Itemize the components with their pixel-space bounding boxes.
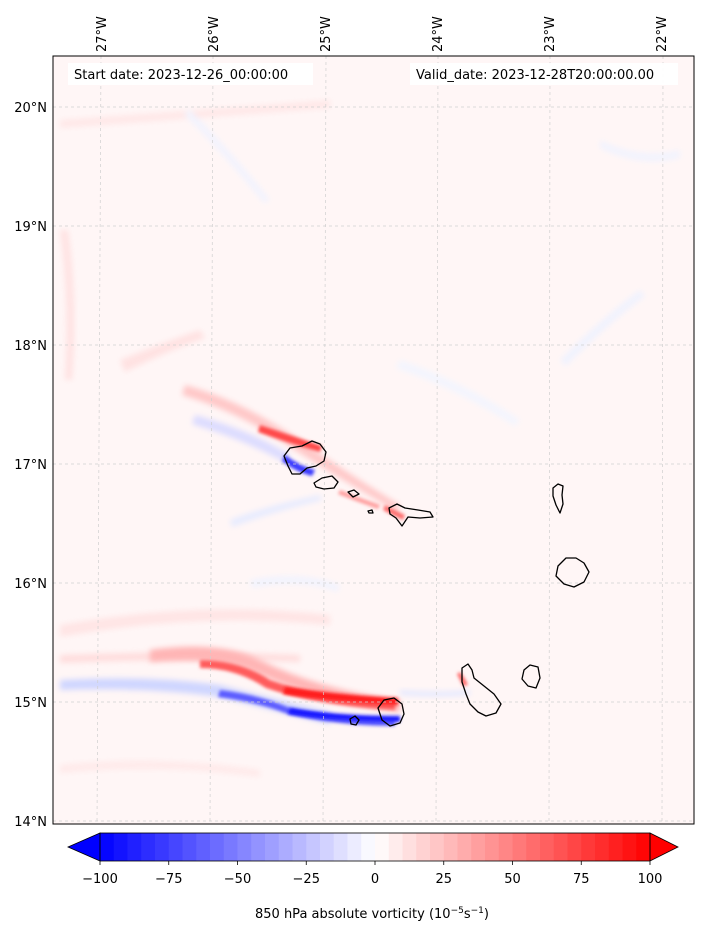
colorbar-segment <box>251 833 266 861</box>
map-frame <box>52 55 695 825</box>
colorbar-segment <box>553 833 569 861</box>
lat-label-20n: 20°N <box>14 101 47 116</box>
lon-label-22w: 22°W <box>655 16 670 52</box>
lon-label-23w: 23°W <box>543 16 558 52</box>
colorbar-axis-label: 850 hPa absolute vorticity (10−5s−1) <box>255 906 489 922</box>
colorbar-segment <box>595 833 610 861</box>
lat-label-17n: 17°N <box>14 458 47 473</box>
cb-tick-label: 50 <box>504 872 521 887</box>
cb-tick-label: 75 <box>573 872 590 887</box>
cb-tick-label: −100 <box>82 872 118 887</box>
colorbar-segment <box>333 833 349 861</box>
colorbar-segment <box>320 833 335 861</box>
colorbar-segment <box>636 833 651 861</box>
start-date-box <box>68 63 313 85</box>
island-fogo <box>377 697 405 727</box>
colorbar-ticks <box>99 861 651 865</box>
coastlines <box>283 440 590 727</box>
latitude-labels: 20°N 19°N 18°N 17°N 16°N 15°N 14°N <box>14 101 47 830</box>
cb-tick-label: −25 <box>293 872 320 887</box>
valid-date-box <box>410 63 678 85</box>
colorbar-segment <box>292 833 307 861</box>
colorbar-segment <box>223 833 239 861</box>
map-background <box>53 56 694 824</box>
map-panel <box>53 56 694 824</box>
colorbar-segment <box>388 833 404 861</box>
colorbar-segment <box>443 833 459 861</box>
island-maio <box>521 664 541 689</box>
island-santa-luzia <box>347 489 360 498</box>
cb-tick-label: 25 <box>435 872 452 887</box>
island-sal <box>552 483 564 514</box>
cb-tick-label: −75 <box>155 872 182 887</box>
colorbar-segment <box>196 833 211 861</box>
colorbar-segment <box>306 833 321 861</box>
colorbar-segment <box>581 833 596 861</box>
lon-label-27w: 27°W <box>95 16 110 52</box>
island-santiago <box>461 663 502 717</box>
lon-label-26w: 26°W <box>207 16 222 52</box>
colorbar: −100 −75 −50 −25 0 25 50 75 100 850 hPa … <box>67 832 679 922</box>
colorbar-segment <box>430 833 445 861</box>
lon-label-24w: 24°W <box>431 16 446 52</box>
colorbar-segment <box>141 833 156 861</box>
valid-date-text: Valid_date: 2023-12-28T20:00:00.00 <box>416 68 654 83</box>
longitude-labels: 27°W 26°W 25°W 24°W 23°W 22°W <box>95 16 670 52</box>
colorbar-segment <box>512 833 527 861</box>
colorbar-segment <box>567 833 582 861</box>
colorbar-segment <box>100 833 115 861</box>
colorbar-segment <box>485 833 500 861</box>
colorbar-segment <box>155 833 170 861</box>
southern-vorticity-streak <box>60 646 470 726</box>
colorbar-max-extend-arrow <box>649 832 679 862</box>
cb-tick-label: 0 <box>371 872 379 887</box>
start-date-text: Start date: 2023-12-26_00:00:00 <box>74 68 288 83</box>
colorbar-segment <box>608 833 624 861</box>
cb-tick-label: 100 <box>638 872 663 887</box>
colorbar-segment <box>168 833 184 861</box>
colorbar-segment <box>416 833 431 861</box>
colorbar-segment <box>127 833 142 861</box>
gridlines <box>53 56 694 824</box>
colorbar-segment <box>182 833 197 861</box>
colorbar-segment <box>278 833 294 861</box>
colorbar-segments <box>100 833 651 861</box>
island-boa-vista <box>555 557 590 588</box>
colorbar-segment <box>540 833 555 861</box>
colorbar-segment <box>347 833 362 861</box>
lat-label-15n: 15°N <box>14 696 47 711</box>
island-sao-nicolau <box>388 503 434 527</box>
island-santo-antao <box>283 440 327 475</box>
lat-label-19n: 19°N <box>14 220 47 235</box>
colorbar-segment <box>361 833 376 861</box>
island-brava <box>349 715 360 726</box>
colorbar-segment <box>457 833 472 861</box>
lat-label-16n: 16°N <box>14 577 47 592</box>
colorbar-segment <box>498 833 514 861</box>
lat-label-18n: 18°N <box>14 339 47 354</box>
colorbar-segment <box>375 833 390 861</box>
islet-raso <box>367 509 374 514</box>
colorbar-segment <box>113 833 129 861</box>
colorbar-segment <box>471 833 486 861</box>
colorbar-segment <box>622 833 637 861</box>
cb-tick-label: −50 <box>224 872 251 887</box>
colorbar-segment <box>265 833 280 861</box>
colorbar-min-extend-arrow <box>67 832 101 862</box>
colorbar-tick-labels: −100 −75 −50 −25 0 25 50 75 100 <box>82 872 662 887</box>
colorbar-segment <box>526 833 541 861</box>
lon-label-25w: 25°W <box>319 16 334 52</box>
colorbar-segment <box>210 833 225 861</box>
island-sao-vicente <box>313 475 339 490</box>
lat-label-14n: 14°N <box>14 815 47 830</box>
colorbar-segment <box>237 833 252 861</box>
colorbar-segment <box>402 833 417 861</box>
northern-vorticity-streak <box>182 385 405 527</box>
